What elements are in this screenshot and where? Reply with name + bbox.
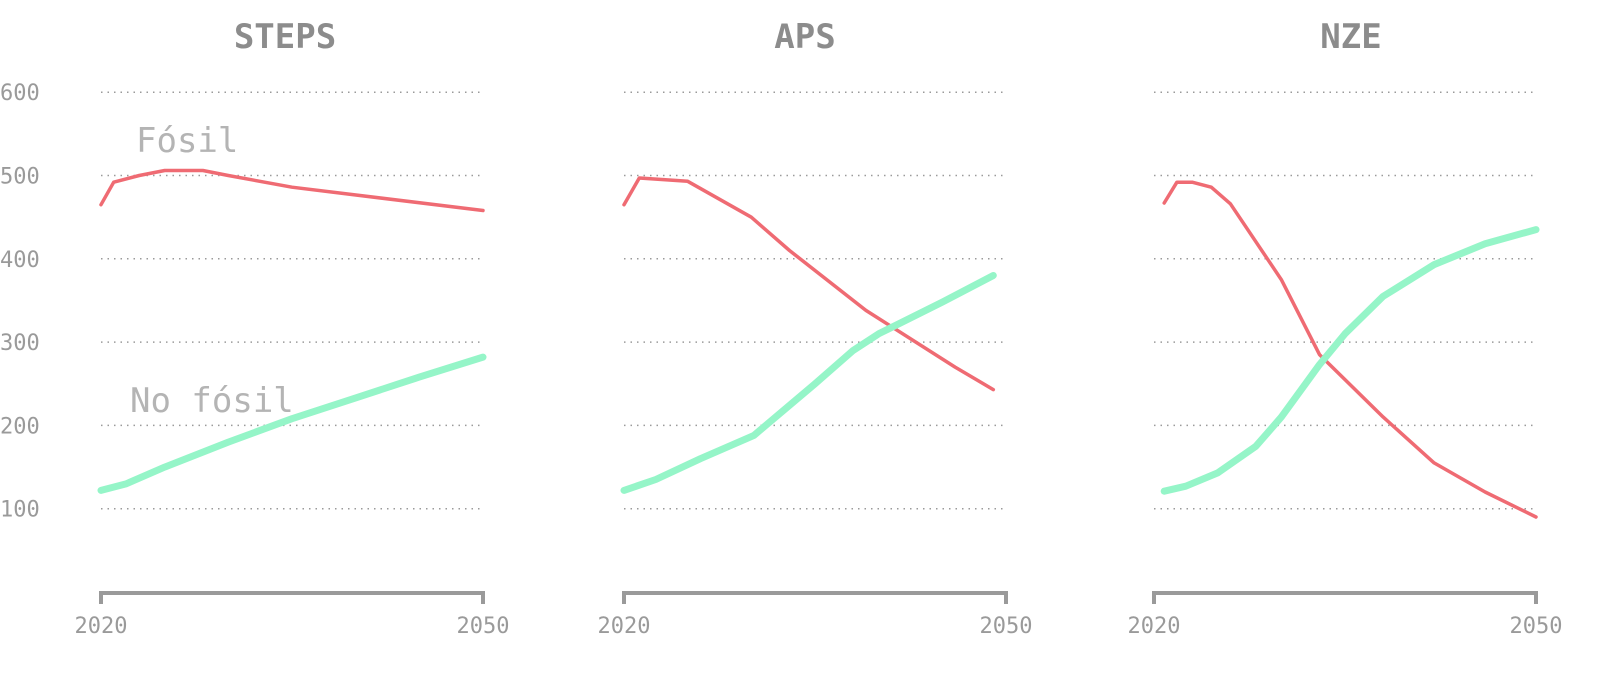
x-tick-label-aps-2050: 2050: [980, 614, 1033, 639]
x-axis-nze: [1152, 591, 1538, 604]
x-tick-label-steps-2020: 2020: [75, 614, 128, 639]
x-tick-label-aps-2020: 2020: [598, 614, 651, 639]
panel-title-nze: NZE: [1320, 17, 1381, 57]
y-tick-label-100: 100: [0, 498, 40, 523]
panel-nze: NZE 2020 2050: [1128, 17, 1563, 639]
x-tick-label-nze-2020: 2020: [1128, 614, 1181, 639]
series-line-steps-no-fosil: [97, 353, 487, 494]
x-axis-steps: [99, 591, 485, 604]
panel-steps: STEPS 100 200 300 400 500 600 2020 2050 Fósil No f…: [0, 17, 509, 639]
series-label-fosil: Fósil: [136, 121, 238, 161]
y-tick-label-200: 200: [0, 414, 40, 439]
panel-aps: APS 2020 2050: [598, 17, 1033, 639]
y-tick-label-500: 500: [0, 165, 40, 190]
series-line-aps-series-2: [620, 272, 997, 494]
panel-title-steps: STEPS: [234, 17, 336, 57]
series-line-steps-fosil: [99, 168, 485, 213]
x-tick-label-steps-2050: 2050: [457, 614, 510, 639]
y-tick-label-400: 400: [0, 248, 40, 273]
series-label-no-fosil: No fósil: [130, 381, 294, 421]
x-axis-aps: [622, 591, 1008, 604]
series-line-nze-series-2: [1160, 226, 1540, 495]
y-tick-label-300: 300: [0, 331, 40, 356]
x-tick-label-nze-2050: 2050: [1510, 614, 1563, 639]
panel-title-aps: APS: [774, 17, 835, 57]
series-line-nze-series-1: [1162, 180, 1538, 519]
series-line-aps-series-1: [622, 176, 996, 392]
y-tick-label-600: 600: [0, 81, 40, 106]
